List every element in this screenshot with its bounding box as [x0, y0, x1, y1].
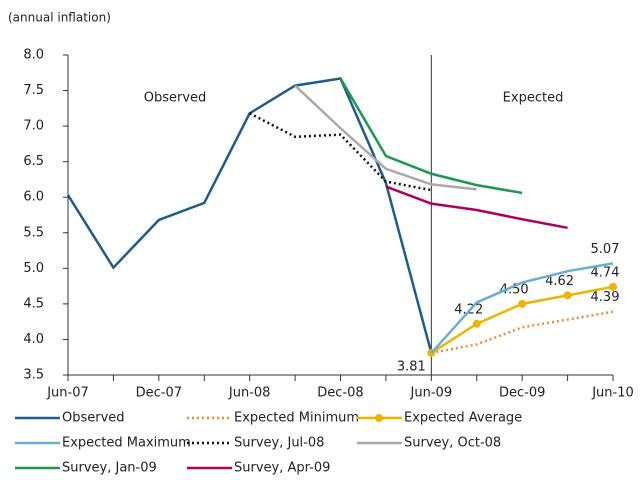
value-label: 4.50: [500, 282, 529, 297]
value-label: 4.39: [591, 290, 620, 305]
x-tick-label: Jun-10: [591, 386, 634, 401]
y-tick-label: 6.0: [23, 190, 44, 205]
y-tick-label: 7.0: [23, 119, 44, 134]
legend-label: Survey, Apr-09: [234, 461, 330, 476]
legend-label: Expected Minimum: [234, 411, 359, 426]
y-tick-label: 8.0: [23, 48, 44, 63]
series-line: [430, 262, 614, 354]
x-tick-label: Dec-07: [136, 386, 182, 401]
legend-marker: [375, 414, 383, 422]
legend-label: Survey, Jan-09: [62, 461, 157, 476]
x-tick-label: Jun-07: [46, 386, 89, 401]
annotation: Observed: [144, 91, 207, 106]
series-line: [339, 77, 523, 195]
series-line: [385, 185, 568, 230]
legend-label: Survey, Jul-08: [234, 436, 324, 451]
value-label: 4.62: [545, 274, 574, 289]
marker: [518, 299, 527, 308]
series-line: [66, 77, 433, 354]
series-line: [294, 84, 477, 191]
marker: [563, 291, 572, 300]
value-label: 5.07: [591, 242, 620, 257]
y-tick-label: 5.5: [23, 225, 44, 240]
marker: [472, 319, 481, 328]
x-tick-label: Dec-09: [499, 386, 545, 401]
y-tick-label: 7.5: [23, 83, 44, 98]
annotation: Expected: [503, 91, 564, 106]
series-line: [431, 310, 614, 355]
marker: [609, 282, 617, 291]
legend-label: Expected Average: [404, 411, 522, 426]
x-tick-label: Jun-08: [228, 386, 271, 401]
value-label: 3.81: [397, 359, 426, 374]
legend-label: Observed: [62, 411, 125, 426]
legend-label: Expected Maximum: [62, 436, 191, 451]
y-tick-label: 5.0: [23, 261, 44, 276]
x-tick-label: Dec-08: [317, 386, 363, 401]
y-tick-label: 4.0: [23, 332, 44, 347]
series-line: [249, 112, 432, 192]
y-tick-label: 6.5: [23, 154, 44, 169]
legend-label: Survey, Oct-08: [404, 436, 501, 451]
y-tick-label: 4.5: [23, 296, 44, 311]
value-label: 4.74: [591, 265, 620, 280]
y-tick-label: 3.5: [23, 368, 44, 383]
x-tick-label: Jun-09: [410, 386, 453, 401]
y-axis-label: (annual inflation): [8, 11, 111, 25]
